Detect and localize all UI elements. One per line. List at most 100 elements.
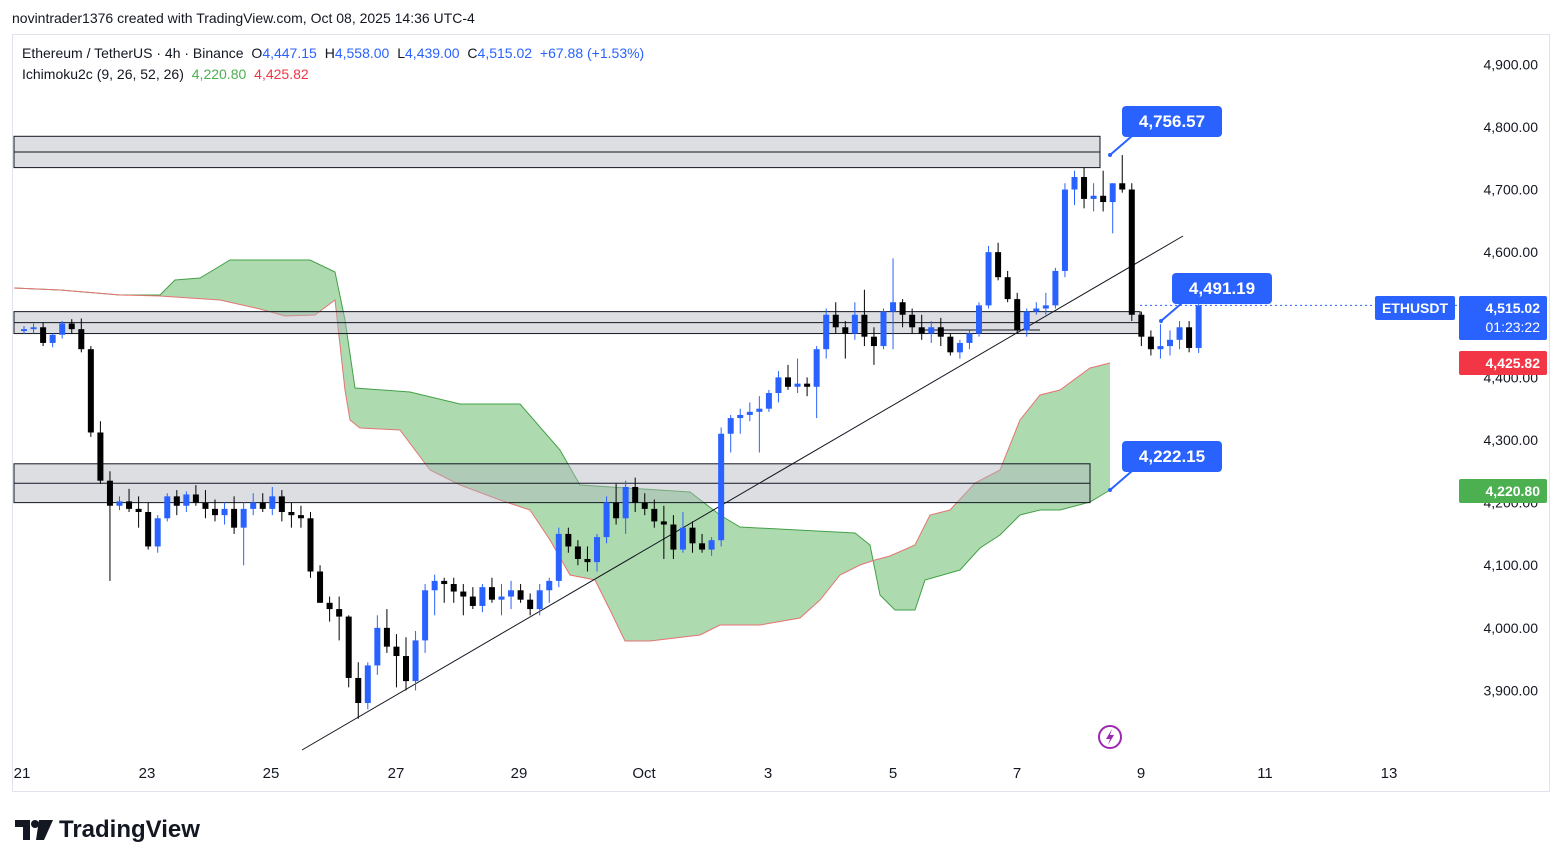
- candle-59: [584, 546, 591, 572]
- candle-body: [670, 524, 677, 550]
- candle-109: [1061, 183, 1068, 278]
- candle-119: [1157, 324, 1164, 359]
- candle-104: [1014, 292, 1021, 334]
- candle-body: [699, 543, 706, 550]
- candle-73: [718, 427, 725, 547]
- candle-body: [431, 580, 438, 591]
- candle-body: [278, 496, 285, 513]
- candle-75: [737, 408, 744, 434]
- candle-26: [269, 486, 276, 516]
- lightning-icon[interactable]: [1098, 725, 1122, 749]
- candle-body: [632, 486, 639, 503]
- candle-80: [785, 364, 791, 390]
- candle-body: [832, 314, 839, 328]
- trendline: [301, 235, 1184, 751]
- candle-48: [479, 584, 486, 613]
- x-tick-10: 11: [1257, 765, 1273, 782]
- x-tick-2: 25: [263, 765, 280, 782]
- candle-body: [966, 333, 973, 343]
- candle-body: [164, 496, 171, 519]
- candle-112: [1090, 183, 1097, 212]
- candle-body: [785, 377, 791, 387]
- candle-body: [154, 518, 161, 547]
- candle-body: [479, 587, 486, 606]
- candle-body: [1195, 305, 1202, 348]
- callout-2: 4,222.15: [1108, 441, 1222, 492]
- candle-50: [498, 584, 505, 616]
- candle-body: [546, 580, 553, 591]
- candle-38: [383, 609, 390, 653]
- candle-body: [1033, 308, 1040, 312]
- candle-66: [651, 499, 658, 528]
- candle-11: [126, 488, 133, 513]
- candle-4: [59, 321, 66, 339]
- candle-body: [1157, 346, 1164, 350]
- callout-box: [1122, 106, 1222, 137]
- cloud-edge-green: [13, 259, 1111, 611]
- candle-body: [1186, 327, 1193, 348]
- candle-76: [746, 402, 753, 422]
- cloud-fill: [14, 260, 1110, 641]
- candle-3: [49, 333, 56, 348]
- tradingview-logo[interactable]: TradingView: [15, 816, 200, 844]
- callout-anchor: [1159, 319, 1163, 323]
- candle-body: [68, 323, 75, 330]
- candle-116: [1128, 183, 1135, 322]
- candle-body: [412, 640, 419, 682]
- candle-107: [1042, 292, 1049, 315]
- candle-1: [30, 323, 37, 334]
- candle-34: [345, 615, 352, 688]
- header-text: novintrader1376 created with TradingView…: [12, 10, 475, 26]
- candle-52: [517, 584, 524, 603]
- candle-82: [804, 377, 811, 397]
- candle-body: [1071, 176, 1078, 190]
- candle-body: [861, 314, 868, 337]
- candle-90: [880, 308, 887, 350]
- indicator-value-2: 4,425.82: [254, 66, 309, 82]
- candle-55: [546, 577, 553, 603]
- legend-ohlc: Ethereum / TetherUS · 4h · Binance O4,44…: [22, 45, 648, 61]
- lightning-bolt: [1106, 729, 1114, 745]
- open-label: O: [251, 45, 263, 61]
- legend-low: L4,439.00: [397, 45, 459, 61]
- candle-37: [374, 615, 381, 675]
- candle-5: [68, 319, 75, 334]
- candle-24: [250, 493, 257, 516]
- candle-body: [985, 252, 992, 306]
- callouts: 4,756.57 4,491.19 4,222.15: [1098, 106, 1272, 749]
- candle-body: [145, 512, 152, 547]
- candle-15: [164, 493, 171, 522]
- candle-99: [966, 330, 973, 350]
- candle-89: [870, 327, 877, 365]
- candle-body: [613, 502, 620, 519]
- candle-67: [660, 505, 667, 559]
- candle-body: [183, 494, 190, 506]
- last-price-bg: [1459, 296, 1547, 340]
- candle-body: [469, 596, 476, 606]
- candle-53: [527, 593, 534, 616]
- candle-body: [775, 377, 782, 394]
- ichimoku-cloud: [13, 259, 1111, 642]
- candle-body: [937, 327, 944, 337]
- candle-33: [336, 596, 343, 641]
- candle-8: [97, 421, 104, 484]
- candle-body: [870, 336, 877, 347]
- close-value: 4,515.02: [477, 45, 533, 61]
- symbol-tag: ETHUSDT: [1382, 300, 1449, 316]
- candle-body: [660, 521, 667, 525]
- x-tick-8: 7: [1013, 765, 1021, 782]
- candle-103: [1004, 270, 1011, 303]
- indicator-name: Ichimoku2c (9, 26, 52, 26): [22, 66, 184, 82]
- candle-body: [851, 314, 858, 334]
- tradingview-logo-text: TradingView: [59, 816, 200, 843]
- candle-25: [259, 493, 266, 513]
- candle-79: [775, 371, 782, 403]
- candle-body: [727, 418, 734, 434]
- legend-indicator[interactable]: Ichimoku2c (9, 26, 52, 26) 4,220.80 4,42…: [22, 66, 313, 82]
- x-tick-5: Oct: [632, 765, 656, 782]
- candle-83: [813, 346, 820, 419]
- candle-body: [995, 252, 1002, 278]
- candle-body: [1100, 195, 1107, 203]
- candle-body: [202, 502, 209, 509]
